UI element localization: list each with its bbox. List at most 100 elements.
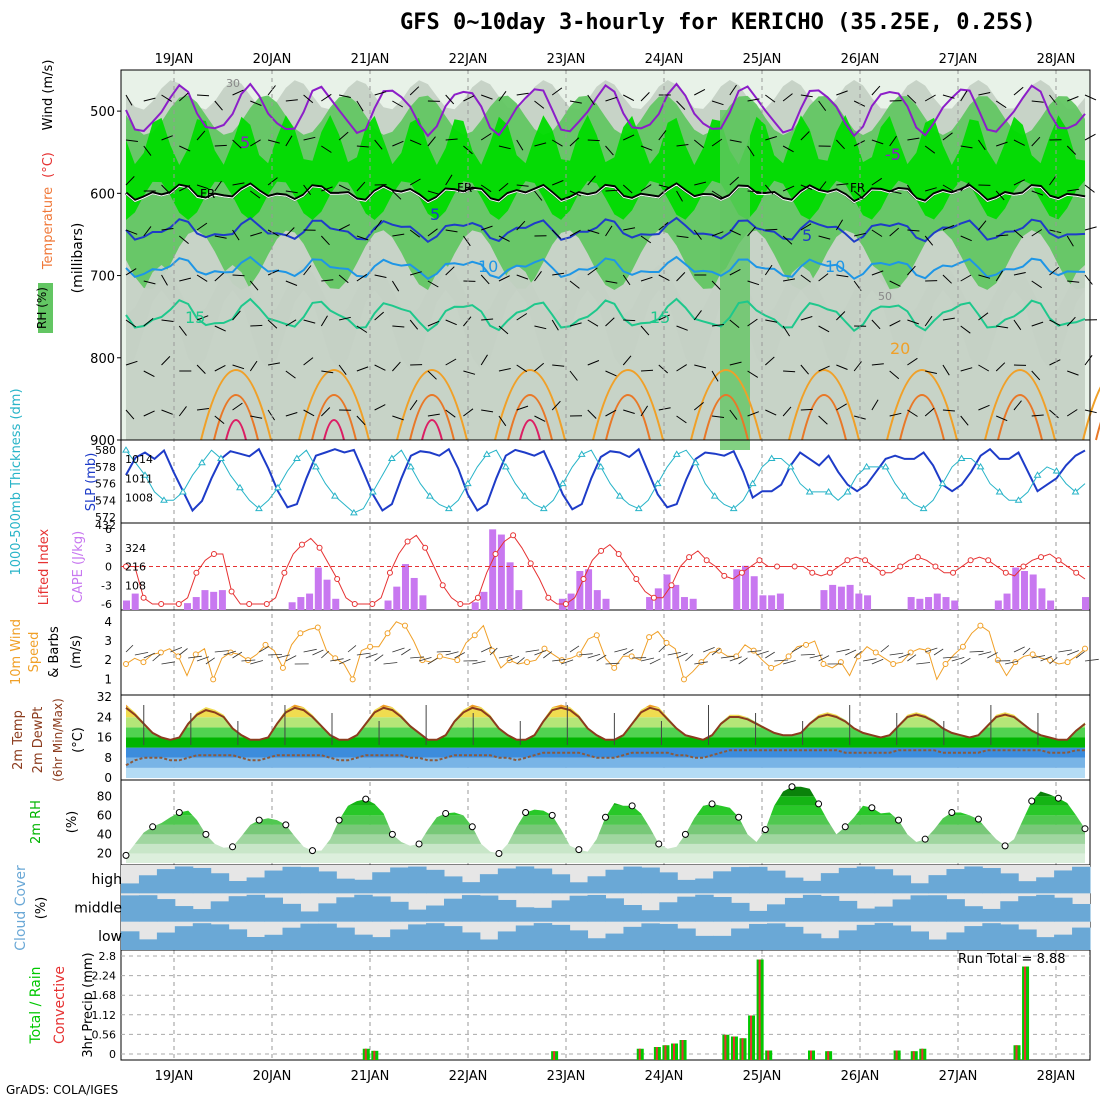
cloud-bar-high <box>210 873 230 894</box>
cloud-bar-high <box>551 874 571 894</box>
surface-wind-barb <box>205 657 215 665</box>
wind-barb <box>1084 409 1097 414</box>
lifted-index-line-marker <box>228 588 235 595</box>
wind-barb <box>711 280 721 290</box>
wind-barb <box>179 184 191 192</box>
cloud-bar-middle <box>910 895 929 922</box>
wind-barb <box>285 319 297 327</box>
rh-moist-column <box>720 110 750 450</box>
lifted-index-line-marker <box>738 569 745 576</box>
rh-band <box>126 853 1085 863</box>
wind-barb <box>161 274 168 286</box>
temperature-unit-label: (°C) <box>41 152 56 178</box>
wind-barb <box>356 273 368 282</box>
surface-wind-barb <box>978 651 992 656</box>
wind-barb <box>551 319 559 331</box>
cloud-bar-middle <box>749 910 768 922</box>
thickness-line-marker <box>236 483 244 491</box>
wind-barb <box>285 412 298 417</box>
wind-barb <box>321 370 334 374</box>
wind-barb <box>1066 409 1078 417</box>
wind-barb <box>587 360 600 366</box>
wind-barb <box>569 100 582 104</box>
cape-bar <box>384 600 392 610</box>
wind-barb <box>800 131 810 141</box>
wind10m-line-marker <box>750 647 757 654</box>
surface-wind-barb <box>330 658 344 662</box>
wind-barb <box>232 274 245 277</box>
cloud-bar-low <box>300 923 319 950</box>
surface-wind-barb <box>969 650 984 653</box>
cloud-bar-low <box>749 923 768 950</box>
wind10m-line-marker <box>192 651 199 658</box>
wind-barb <box>1013 319 1022 331</box>
wind-barb <box>782 145 794 153</box>
thickness-line-marker <box>1052 467 1061 474</box>
surface-wind-barb <box>916 662 931 665</box>
wind-barb <box>836 90 848 96</box>
temp-tick-label: 16 <box>97 731 112 745</box>
wind-barb <box>516 139 524 151</box>
cape-bar <box>419 595 427 610</box>
wind-barb <box>853 140 866 147</box>
wind-barb <box>303 319 316 324</box>
wind-barb <box>445 266 455 276</box>
wind-barb <box>338 364 347 375</box>
cloud-bar-middle <box>802 894 822 922</box>
temp-contour-25-arch <box>311 394 357 441</box>
cape-bar <box>907 597 915 610</box>
wind-barb <box>409 139 422 146</box>
cloud-bar-middle <box>731 902 750 922</box>
contour-label-15: 15 <box>650 308 670 327</box>
wind-barb <box>747 370 759 378</box>
pressure-tick-label: 800 <box>90 352 115 367</box>
wind-barb <box>480 184 492 193</box>
thickness-axis-label: 1000-500mb Thickness (dm) <box>9 388 24 575</box>
wind-barb <box>978 220 987 231</box>
cloud-bar-high <box>174 866 194 894</box>
cloud-bar-middle <box>677 896 696 922</box>
wind-barb <box>605 317 615 327</box>
wind-barb <box>836 403 847 411</box>
wind-barb <box>871 177 883 186</box>
temp-contour-25-arch <box>801 394 847 441</box>
wind-barb <box>196 274 208 282</box>
rh-marker <box>735 813 743 821</box>
cape-bar <box>602 598 610 610</box>
cape-bar <box>506 562 514 610</box>
surface-wind-barb <box>214 650 229 653</box>
cloud-bar-low <box>820 938 840 950</box>
precip-convective-bar <box>1024 966 1027 1060</box>
date-label-top: 19JAN <box>155 52 194 67</box>
surface-wind-barb <box>1049 657 1058 665</box>
cape-bar <box>942 597 950 610</box>
wind-barb <box>392 325 405 328</box>
wind-barb <box>996 325 1009 329</box>
surface-wind-barb <box>623 649 634 656</box>
wind-barb <box>392 415 404 421</box>
wind-barb <box>232 402 243 411</box>
wind-barb <box>960 325 971 334</box>
cloud-bar-high <box>731 867 750 894</box>
lifted-index-line-marker <box>422 544 429 551</box>
wind-barb <box>285 135 293 147</box>
wind-barb <box>711 370 719 382</box>
cloud-bar-middle <box>874 906 894 922</box>
wind-barb <box>143 226 152 237</box>
cloud-bar-middle <box>695 894 714 922</box>
thickness-line-marker <box>217 454 225 462</box>
cloud-bar-middle <box>408 909 427 922</box>
wind-barb <box>889 412 902 417</box>
wind-barb <box>285 99 298 102</box>
wind10m-line-marker <box>715 647 722 654</box>
wind-barb <box>658 184 671 189</box>
cape-bar <box>297 597 305 610</box>
date-label-top: 20JAN <box>253 52 292 67</box>
rh-marker <box>229 843 237 851</box>
wind-barb <box>924 94 936 102</box>
wind-barb <box>978 274 991 279</box>
rh-marker <box>948 808 956 816</box>
cape-bar <box>1047 600 1055 610</box>
contour-label-FR: FR <box>850 181 865 195</box>
surface-wind-barb <box>853 650 862 659</box>
